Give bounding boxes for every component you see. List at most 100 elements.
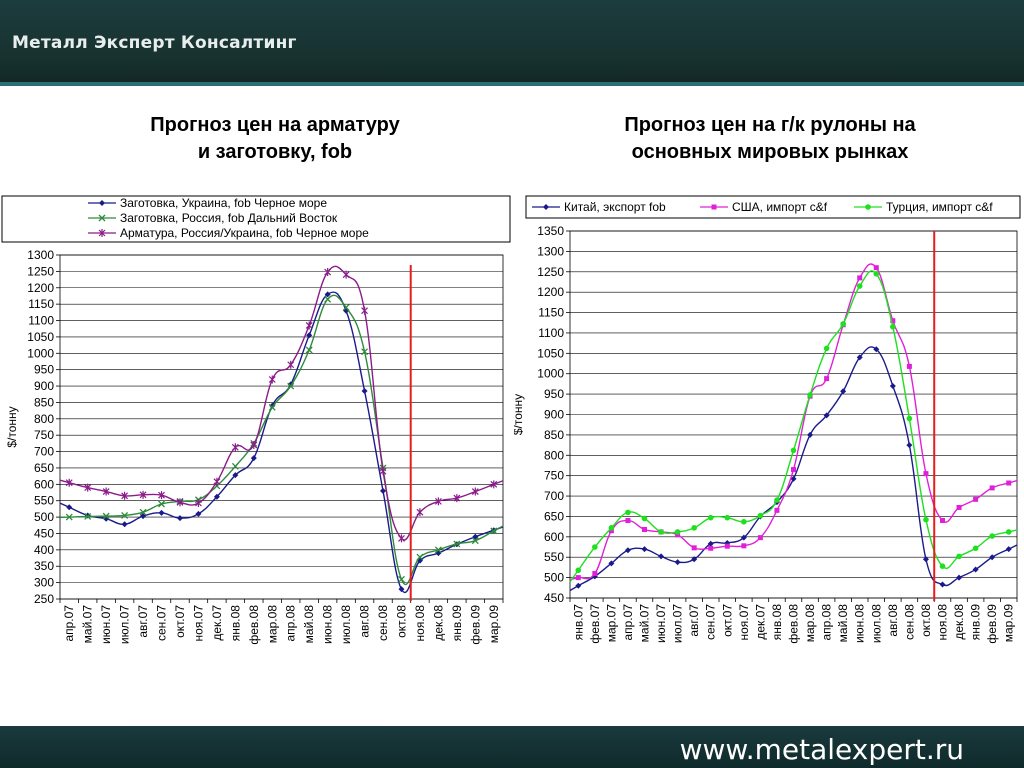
left-series-0-point (158, 509, 165, 516)
left-x-tick-label: июн.08 (321, 605, 335, 644)
left-y-tick-label: 1250 (27, 264, 54, 278)
left-series-0-point (195, 510, 202, 517)
right-x-tick-label: апр.07 (621, 604, 635, 641)
left-y-tick-label: 750 (34, 428, 54, 442)
right-series-1-point (592, 571, 598, 577)
left-series-2-point (102, 487, 110, 496)
left-y-tick-label: 1200 (27, 281, 54, 295)
left-x-tick-label: мар.08 (265, 605, 279, 644)
left-series-2-point (398, 534, 405, 543)
right-series-1-point (873, 265, 879, 271)
right-series-2-point (972, 545, 979, 552)
right-y-tick-label: 700 (544, 489, 564, 503)
left-series-2-point (121, 491, 129, 500)
right-x-tick-label: май.08 (836, 604, 850, 643)
right-legend-label-2: Турция, импорт c&f (886, 200, 993, 214)
left-series-0-point (435, 550, 442, 557)
left-y-tick-label: 400 (34, 543, 54, 557)
left-y-tick-label: 900 (34, 379, 54, 393)
left-x-tick-label: дек.07 (210, 605, 224, 641)
right-series-1-point (824, 376, 830, 382)
right-series-2-point (592, 544, 598, 550)
left-series-1-point (287, 382, 295, 390)
right-x-tick-label: апр.08 (820, 604, 834, 641)
company-name: Металл Эксперт Консалтинг (12, 33, 297, 53)
left-series-2-point (65, 478, 73, 487)
right-series-1-point (890, 318, 896, 324)
right-series-1-point (708, 545, 714, 551)
left-series-2-point (361, 306, 368, 315)
left-x-tick-label: янв.09 (450, 605, 464, 642)
left-legend-box (1, 195, 511, 243)
right-series-0-point (575, 582, 582, 589)
left-series-1-point (471, 537, 479, 545)
right-series-0-point (790, 475, 797, 482)
left-y-tick-label: 550 (34, 494, 54, 508)
header-divider (0, 82, 1024, 86)
left-series-1-point (65, 513, 73, 521)
right-series-line-0 (569, 346, 1018, 592)
left-y-tick-label: 600 (34, 477, 54, 491)
right-y-tick-label: 1000 (537, 367, 564, 381)
left-x-tick-label: май.07 (81, 605, 95, 644)
left-series-0-point (213, 493, 220, 500)
left-x-tick-label: окт.07 (173, 605, 187, 638)
right-series-1-point (973, 496, 979, 502)
right-series-2-point (575, 567, 582, 574)
left-x-tick-label: авг.07 (136, 605, 150, 638)
left-series-2-point (416, 508, 424, 517)
left-series-2-point (84, 483, 92, 492)
right-series-2-point (923, 516, 929, 523)
left-series-2-point (305, 321, 313, 330)
left-series-0-point (380, 487, 387, 494)
right-x-tick-label: июл.08 (869, 604, 883, 643)
right-series-0-point (922, 556, 929, 563)
left-chart-title-line-1: Прогноз цен на арматуру (150, 114, 400, 136)
right-y-tick-label: 1250 (537, 265, 564, 279)
right-series-0-point (624, 547, 631, 554)
right-legend-marker-2 (865, 204, 871, 210)
left-series-2-point (139, 490, 147, 499)
left-x-tick-label: фев.08 (247, 605, 261, 645)
right-series-1-point (956, 504, 962, 510)
left-y-tick-label: 1300 (27, 248, 54, 262)
left-y-tick-label: 1000 (27, 346, 54, 360)
right-series-2-point (906, 415, 913, 422)
right-series-0-point (906, 442, 913, 449)
left-x-tick-label: июл.08 (339, 605, 353, 644)
left-series-0-point (250, 455, 257, 462)
left-series-0-point (232, 472, 239, 479)
left-y-tick-label: 300 (34, 576, 54, 590)
right-y-tick-label: 950 (544, 387, 564, 401)
right-series-2-point (625, 509, 631, 516)
right-x-tick-label: сен.07 (704, 604, 718, 640)
right-series-1-point (1006, 480, 1012, 486)
right-series-1-point (989, 485, 995, 491)
right-series-1-point (940, 518, 945, 524)
left-x-tick-label: ноя.07 (191, 605, 205, 642)
left-y-tick-label: 800 (34, 412, 54, 426)
left-legend-label-2: Арматура, Россия/Украина, fob Черное мор… (120, 226, 369, 240)
left-series-1-point (490, 527, 498, 535)
right-series-2-point (1005, 529, 1012, 535)
right-series-2-point (856, 283, 863, 289)
right-series-2-point (658, 529, 664, 535)
left-series-2-point (250, 441, 258, 450)
right-y-tick-label: 550 (544, 550, 564, 564)
right-series-1-point (625, 518, 631, 524)
left-y-tick-label: 700 (34, 445, 54, 459)
right-x-tick-label: окт.08 (919, 604, 933, 637)
right-x-tick-label: ноя.07 (737, 604, 751, 641)
right-series-0-point (641, 546, 648, 553)
left-series-line-2 (59, 265, 504, 541)
left-y-tick-label: 250 (34, 592, 54, 606)
right-x-tick-label: дек.07 (753, 604, 767, 640)
rebar-billet-price-chart: Заготовка, Украина, fob Черное мореЗагот… (1, 195, 511, 645)
right-y-tick-label: 500 (544, 571, 564, 585)
left-series-0-point (140, 513, 147, 520)
left-x-tick-label: дек.08 (431, 605, 445, 641)
left-series-1-point (231, 462, 239, 470)
left-series-2-point (195, 499, 202, 508)
right-series-0-point (707, 540, 714, 547)
left-y-axis-label: $/тонну (5, 406, 19, 447)
